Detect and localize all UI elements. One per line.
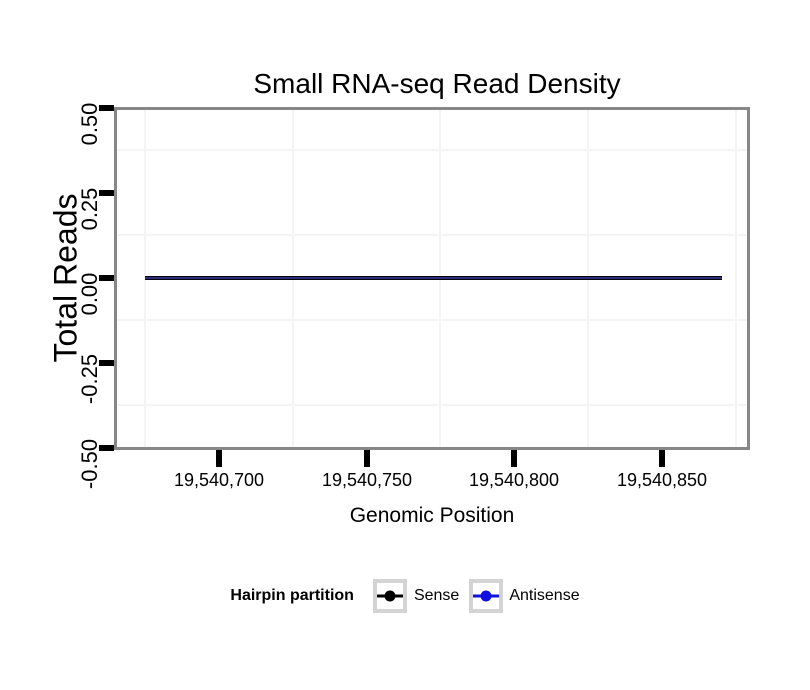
y-tick-mark bbox=[99, 275, 114, 281]
y-tick-mark bbox=[99, 190, 114, 196]
minor-gridline-horizontal bbox=[117, 319, 747, 321]
x-tick-mark bbox=[511, 450, 517, 467]
x-tick-mark bbox=[659, 450, 665, 467]
x-tick-label: 19,540,800 bbox=[468, 470, 560, 490]
y-tick-label: 0.50 bbox=[77, 102, 102, 146]
legend-label-sense: Sense bbox=[413, 587, 460, 604]
x-axis-title: Genomic Position bbox=[349, 504, 515, 527]
legend-key-sense bbox=[372, 579, 407, 613]
legend-title: Hairpin partition bbox=[230, 587, 354, 604]
x-tick-label: 19,540,750 bbox=[321, 470, 413, 490]
legend-label-antisense: Antisense bbox=[509, 587, 580, 604]
y-tick-mark bbox=[99, 445, 114, 451]
legend: Hairpin partition Sense Antisense bbox=[0, 579, 810, 613]
minor-gridline-vertical bbox=[735, 110, 737, 447]
minor-gridline-horizontal bbox=[117, 234, 747, 236]
x-tick-label: 19,540,850 bbox=[616, 470, 708, 490]
legend-key-antisense bbox=[469, 579, 504, 613]
x-tick-mark bbox=[216, 450, 222, 467]
minor-gridline-horizontal bbox=[117, 404, 747, 406]
read-density-zero-line bbox=[145, 276, 722, 280]
x-tick-mark bbox=[364, 450, 370, 467]
antisense-point-icon bbox=[480, 590, 492, 602]
plot-panel bbox=[114, 107, 750, 450]
minor-gridline-horizontal bbox=[117, 149, 747, 151]
chart-title: Small RNA-seq Read Density bbox=[253, 68, 621, 99]
y-tick-label: -0.50 bbox=[77, 438, 102, 490]
x-tick-label: 19,540,700 bbox=[173, 470, 265, 490]
y-axis-title: Total Reads bbox=[47, 193, 84, 363]
sense-point-icon bbox=[384, 590, 396, 602]
y-tick-mark bbox=[99, 360, 114, 366]
y-tick-mark bbox=[99, 105, 114, 111]
